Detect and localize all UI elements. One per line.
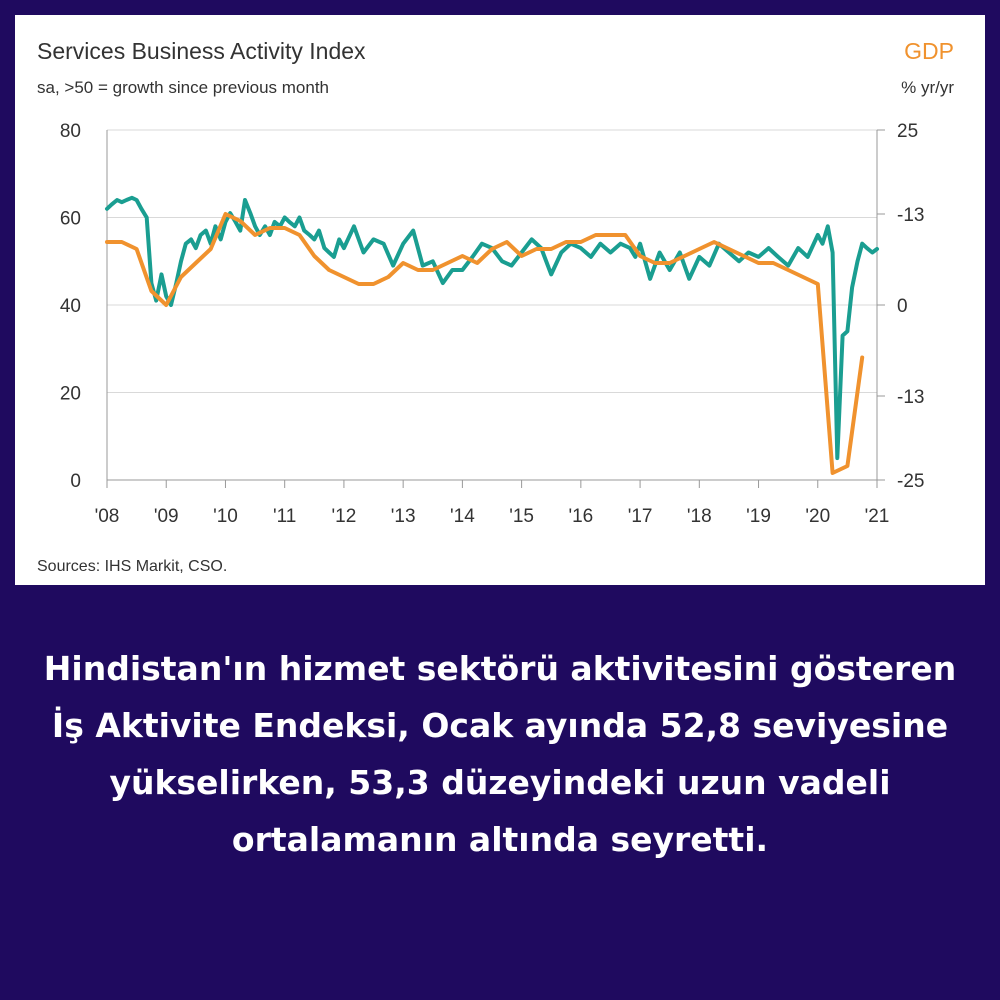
y-right-tick-label: -25 bbox=[897, 471, 924, 492]
y-left-tick-label: 20 bbox=[60, 384, 81, 405]
y-left-tick-label: 80 bbox=[60, 121, 81, 142]
x-tick-label: '16 bbox=[568, 506, 593, 527]
chart-title: Services Business Activity Index bbox=[37, 38, 366, 64]
y-right-tick-label: -13 bbox=[897, 387, 924, 408]
x-tick-label: '21 bbox=[865, 506, 890, 527]
gdp-series-line bbox=[105, 212, 865, 475]
x-tick-label: '17 bbox=[628, 506, 653, 527]
y-right-tick-label: 0 bbox=[897, 296, 908, 317]
chart-subtitle: sa, >50 = growth since previous month bbox=[37, 78, 329, 97]
chart-card: Services Business Activity Index sa, >50… bbox=[15, 15, 985, 585]
caption-text: Hindistan'ın hizmet sektörü aktivitesini… bbox=[43, 649, 957, 859]
axes: 0 20 40 60 80 -25 -13 0 -13 25 '08 '09 '10 '11 '12 '13 '… bbox=[60, 121, 925, 527]
x-tick-label: '11 bbox=[273, 506, 296, 527]
pmi-series-line bbox=[105, 195, 879, 461]
source-note: Sources: IHS Markit, CSO. bbox=[37, 558, 227, 575]
right-axis-title: GDP bbox=[904, 38, 954, 64]
x-tick-label: '15 bbox=[509, 506, 534, 527]
y-left-tick-label: 60 bbox=[60, 209, 81, 230]
x-tick-label: '18 bbox=[687, 506, 712, 527]
y-left-tick-label: 40 bbox=[60, 296, 81, 317]
x-tick-label: '19 bbox=[746, 506, 771, 527]
x-tick-label: '14 bbox=[450, 506, 475, 527]
x-tick-label: '13 bbox=[391, 506, 416, 527]
x-tick-label: '09 bbox=[154, 506, 179, 527]
y-left-tick-label: 0 bbox=[70, 471, 81, 492]
y-right-tick-label: 25 bbox=[897, 121, 918, 142]
x-tick-label: '10 bbox=[213, 506, 238, 527]
x-tick-label: '20 bbox=[805, 506, 830, 527]
series-layer bbox=[105, 195, 879, 475]
chart: Services Business Activity Index sa, >50… bbox=[37, 38, 954, 575]
y-right-tick-label: -13 bbox=[897, 205, 924, 226]
x-tick-label: '08 bbox=[95, 506, 120, 527]
x-tick-label: '12 bbox=[332, 506, 357, 527]
gridlines bbox=[107, 129, 877, 481]
right-axis-subtitle: % yr/yr bbox=[901, 78, 954, 97]
